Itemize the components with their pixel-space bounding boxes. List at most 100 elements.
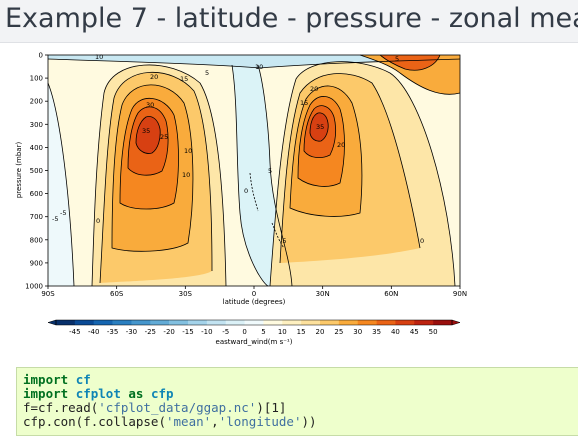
contour-label: 5 xyxy=(395,55,399,63)
colorbar-swatch xyxy=(188,320,208,325)
colorbar-swatch xyxy=(56,320,76,325)
colorbar-tick-label: -40 xyxy=(88,328,99,336)
colorbar-tick-label: 20 xyxy=(316,328,325,336)
colorbar-swatch xyxy=(244,320,264,325)
contour-label: 10 xyxy=(184,147,192,155)
contour-label: 15 xyxy=(300,99,308,107)
colorbar-swatch xyxy=(301,320,321,325)
colorbar-min-extend xyxy=(47,319,57,326)
contour-label: 0 xyxy=(96,217,100,225)
colorbar: -45 -40 -35 -30 -25 -20 -15 -10 -5 0 5 10 15 20 25 30 35… xyxy=(47,319,461,336)
x-tick-label: 30S xyxy=(179,290,193,298)
page-title: Example 7 - latitude - pressure - zonal … xyxy=(0,0,578,43)
colorbar-tick-label: 5 xyxy=(261,328,265,336)
x-tick-label: 30N xyxy=(316,290,330,298)
colorbar-tick-label: -20 xyxy=(163,328,174,336)
colorbar-tick-label: -30 xyxy=(126,328,137,336)
colorbar-swatch xyxy=(150,320,170,325)
x-axis-label: latitude (degrees) xyxy=(223,298,286,306)
colorbar-tick-label: -10 xyxy=(201,328,212,336)
colorbar-tick-label: 45 xyxy=(410,328,419,336)
x-tick-label: 90S xyxy=(41,290,55,298)
code-line-4: cfp.con(f.collapse('mean','longitude')) xyxy=(23,414,317,429)
region-top-negative xyxy=(48,55,460,68)
contour-label: 25 xyxy=(160,133,168,141)
y-tick-label: 200 xyxy=(30,98,43,106)
colorbar-tick-label: -15 xyxy=(182,328,193,336)
colorbar-swatch xyxy=(74,320,95,325)
contour-label: -5 xyxy=(60,209,66,217)
colorbar-swatch xyxy=(263,320,283,325)
colorbar-swatch xyxy=(225,320,245,325)
colorbar-swatch xyxy=(169,320,189,325)
y-tick-label: 0 xyxy=(39,52,43,60)
colorbar-swatch xyxy=(131,320,151,325)
colorbar-swatch xyxy=(357,320,377,325)
code-block: import cf import cfplot as cfp f=cf.read… xyxy=(16,367,578,436)
colorbar-swatch xyxy=(282,320,302,325)
colorbar-tick-label: 30 xyxy=(353,328,362,336)
y-tick-label: 300 xyxy=(30,121,43,129)
x-tick-label: 60S xyxy=(110,290,124,298)
colorbar-frame xyxy=(55,319,453,326)
contour-label: 10 xyxy=(95,53,103,61)
contour-label: -5 xyxy=(280,237,286,245)
contour-label: 5 xyxy=(205,69,209,77)
y-tick-label: 900 xyxy=(30,259,43,267)
colorbar-tick-label: -25 xyxy=(145,328,156,336)
x-axis: 90S 60S 30S 0 30N 60N 90N xyxy=(41,286,467,298)
x-tick-label: 0 xyxy=(252,290,256,298)
x-tick-label: 90N xyxy=(453,290,467,298)
region-south-pole-negative xyxy=(48,83,74,286)
region-north-jet-35 xyxy=(310,112,329,142)
colorbar-tick-label: 25 xyxy=(334,328,343,336)
colorbar-tick-label: 15 xyxy=(297,328,306,336)
colorbar-tick-label: -45 xyxy=(69,328,80,336)
contour-label-group: 10 20 15 30 35 25 10 5 10 20 15 35 5 5 -… xyxy=(52,53,424,245)
region-south-jet-35 xyxy=(136,116,161,154)
colorbar-swatch xyxy=(395,320,415,325)
contour-label: 30 xyxy=(146,101,154,109)
contour-label: -5 xyxy=(52,215,58,223)
y-tick-label: 700 xyxy=(30,213,43,221)
colorbar-tick-label: -35 xyxy=(107,328,118,336)
colorbar-max-extend xyxy=(451,319,461,326)
contour-label: 5 xyxy=(268,167,272,175)
contour-label: 0 xyxy=(244,187,248,195)
contour-label: 20 xyxy=(337,141,345,149)
y-axis: 0 100 200 300 400 500 600 700 800 900 1000 xyxy=(25,52,48,291)
colorbar-swatch xyxy=(320,320,340,325)
region-north-top-core xyxy=(380,55,440,71)
colorbar-swatch xyxy=(112,320,132,325)
y-tick-label: 400 xyxy=(30,144,43,152)
colorbar-swatch xyxy=(433,320,453,325)
contour-label: 20 xyxy=(310,85,318,93)
code-line-1: import cf xyxy=(23,372,91,387)
code-line-2: import cfplot as cfp xyxy=(23,386,174,401)
contour-label: 0 xyxy=(420,237,424,245)
y-tick-label: 500 xyxy=(30,167,43,175)
contour-lines xyxy=(47,54,461,287)
colorbar-tick-label: 10 xyxy=(278,328,287,336)
colorbar-swatch xyxy=(376,320,396,325)
zonal-mean-figure: 10 20 15 30 35 25 10 5 10 20 15 35 5 5 -… xyxy=(15,52,467,347)
colorbar-tick-label: -5 xyxy=(222,328,229,336)
page-title-text: Example 7 - latitude - pressure - zonal … xyxy=(5,3,578,34)
y-tick-label: 800 xyxy=(30,236,43,244)
colorbar-tick-label: 0 xyxy=(242,328,246,336)
region-north-top xyxy=(360,55,460,95)
contour-label: 10 xyxy=(182,171,190,179)
colorbar-swatch xyxy=(414,320,434,325)
y-axis-label: pressure (mbar) xyxy=(15,142,23,199)
contour-label: 20 xyxy=(150,73,158,81)
contour-fills xyxy=(48,55,460,287)
contour-label: 35 xyxy=(142,127,150,135)
colorbar-label: eastward_wind(m s⁻¹) xyxy=(216,338,293,346)
contour-label: 15 xyxy=(180,75,188,83)
colorbar-swatch xyxy=(338,320,359,325)
contour-label: 35 xyxy=(316,123,324,131)
y-tick-label: 100 xyxy=(30,75,43,83)
colorbar-tick-label: 35 xyxy=(372,328,381,336)
code-line-3: f=cf.read('cfplot_data/ggap.nc')[1] xyxy=(23,400,287,415)
colorbar-swatch xyxy=(93,320,113,325)
